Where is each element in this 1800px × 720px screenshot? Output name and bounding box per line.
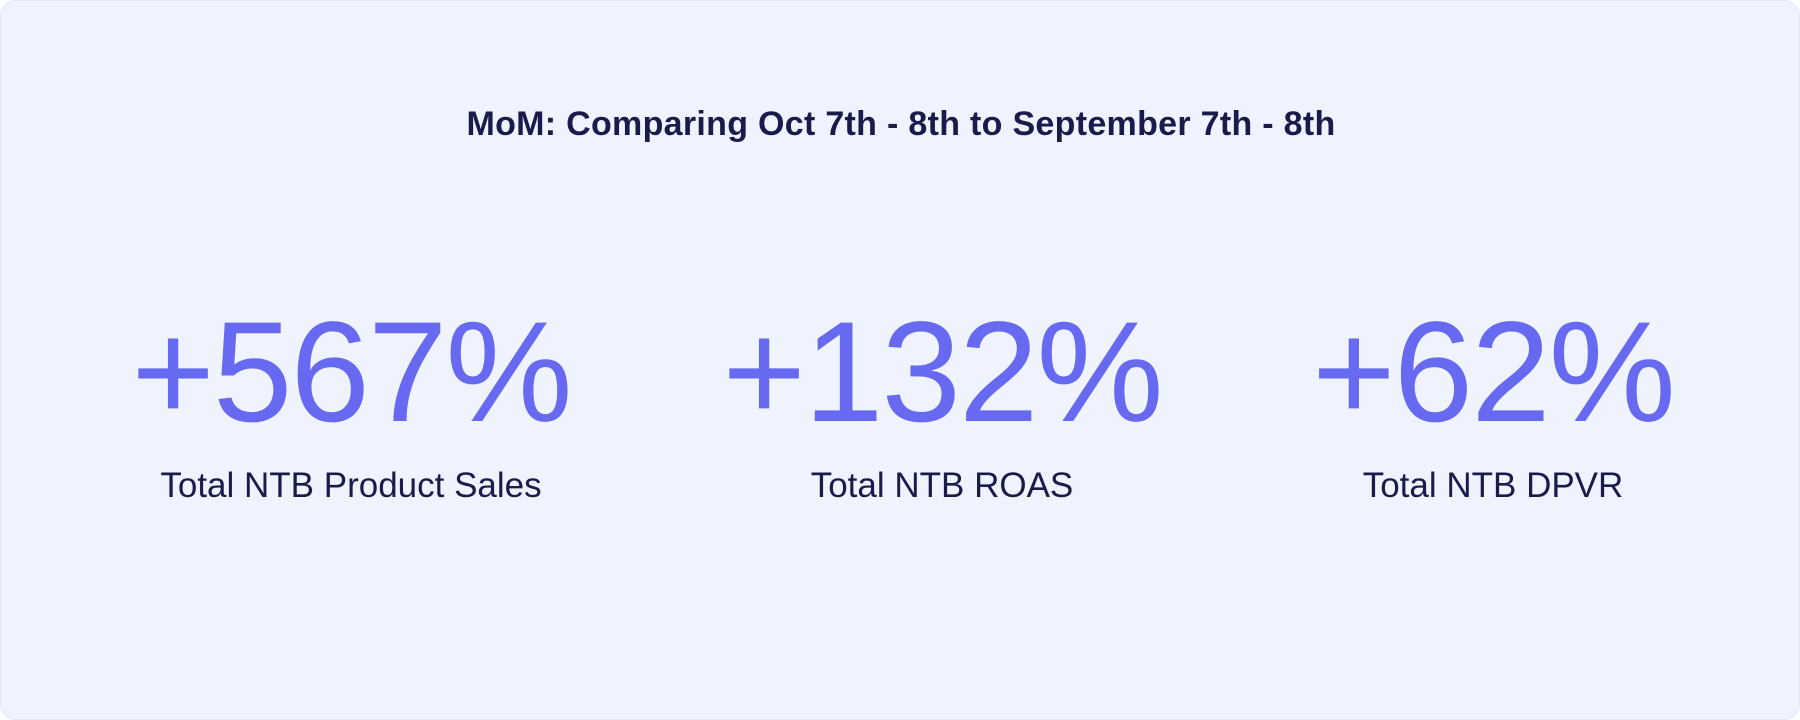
- metric-label: Total NTB DPVR: [1362, 466, 1624, 505]
- metric-value: +62%: [1312, 293, 1676, 452]
- metric-value: +567%: [131, 293, 572, 452]
- metric-label: Total NTB ROAS: [810, 466, 1074, 505]
- card-title: MoM: Comparing Oct 7th - 8th to Septembe…: [466, 105, 1336, 143]
- metric: +62% Total NTB DPVR: [1213, 301, 1773, 506]
- metric: +567% Total NTB Product Sales: [71, 301, 631, 506]
- metric-value: +132%: [722, 293, 1163, 452]
- metric-label: Total NTB Product Sales: [160, 466, 542, 505]
- metric: +132% Total NTB ROAS: [662, 301, 1222, 506]
